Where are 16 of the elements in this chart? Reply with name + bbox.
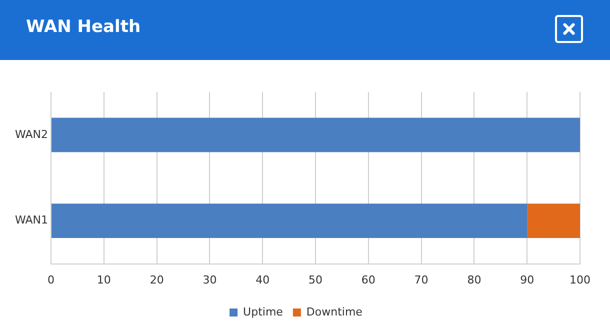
x-tick-label: 90 bbox=[520, 273, 534, 286]
x-tick-label: 60 bbox=[361, 273, 376, 286]
x-tick-label: 100 bbox=[570, 273, 590, 286]
x-tick-label: 80 bbox=[467, 273, 482, 286]
legend-label: Uptime bbox=[243, 305, 284, 318]
y-tick-label: WAN2 bbox=[14, 128, 48, 141]
x-tick-label: 20 bbox=[150, 273, 164, 286]
legend-label: Downtime bbox=[306, 305, 363, 318]
x-tick-label: 50 bbox=[308, 273, 323, 286]
x-tick-label: 70 bbox=[414, 273, 428, 286]
x-tick-label: 30 bbox=[202, 273, 217, 286]
x-tick-label: 40 bbox=[256, 273, 270, 286]
x-tick-label: 10 bbox=[96, 273, 111, 286]
x-tick-label: 0 bbox=[48, 273, 55, 286]
chart-title: WAN Health bbox=[26, 17, 141, 37]
y-tick-label: WAN1 bbox=[14, 214, 48, 227]
